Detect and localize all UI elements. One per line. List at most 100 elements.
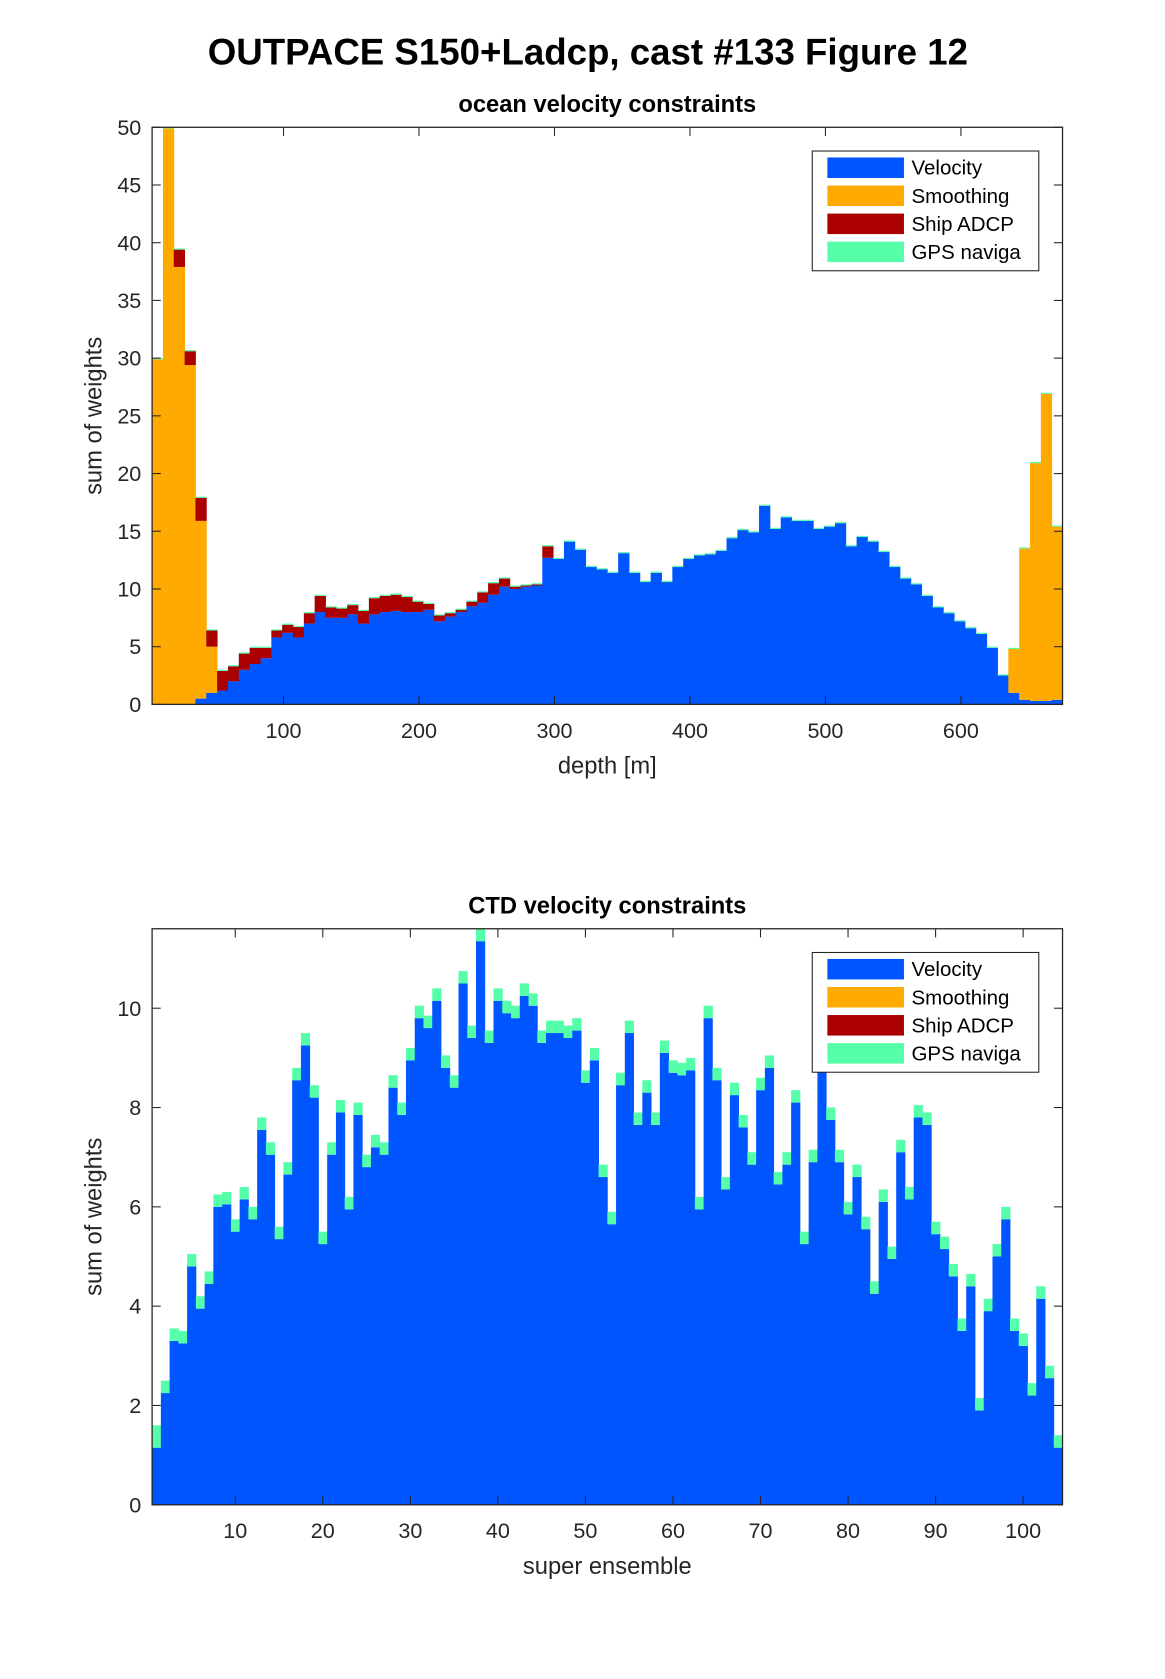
bar-segment — [213, 1206, 223, 1505]
bar-segment — [1045, 1378, 1055, 1505]
bar-segment — [1051, 525, 1063, 527]
bar-segment — [769, 528, 782, 705]
bar-segment — [169, 1328, 179, 1341]
bar-segment — [729, 1082, 740, 1096]
bar-segment — [726, 537, 738, 539]
bar-segment — [274, 1239, 284, 1505]
bar-segment — [869, 1281, 880, 1294]
y-tick-label: 10 — [117, 577, 141, 602]
bar-segment — [1053, 1447, 1063, 1505]
bar-segment — [282, 623, 294, 625]
bar-segment — [184, 350, 196, 352]
bar-segment — [939, 1249, 950, 1505]
bar-segment — [347, 614, 359, 705]
bar-segment — [834, 1162, 845, 1505]
bar-segment — [327, 1142, 337, 1155]
bar-segment — [1045, 1365, 1055, 1379]
bar-segment — [624, 1020, 635, 1034]
bar-segment — [756, 1077, 766, 1091]
bar-segment — [677, 1062, 687, 1076]
bar-segment — [509, 586, 522, 589]
bar-segment — [780, 516, 792, 518]
bar-segment — [826, 1119, 836, 1505]
bar-segment — [856, 535, 868, 538]
x-tick-label: 70 — [749, 1518, 773, 1543]
bar-segment — [405, 1047, 416, 1061]
bar-segment — [379, 612, 391, 705]
bar-segment — [802, 519, 814, 521]
bar-segment — [826, 1107, 836, 1120]
bar-segment — [686, 1070, 696, 1505]
bar-segment — [694, 1209, 705, 1505]
bar-segment — [542, 546, 554, 558]
bar-segment — [227, 666, 240, 682]
bar-segment — [388, 1087, 398, 1505]
bar-segment — [661, 582, 673, 705]
bar-segment — [519, 983, 529, 996]
bar-segment — [1040, 393, 1053, 701]
bar-segment — [283, 1162, 293, 1175]
bar-segment — [449, 1075, 459, 1088]
bar-segment — [303, 612, 316, 614]
bar-segment — [856, 537, 868, 705]
bar-segment — [773, 1184, 783, 1505]
bar-segment — [715, 550, 727, 705]
bar-segment — [325, 607, 337, 618]
bar-segment — [598, 1164, 608, 1178]
bar-segment — [388, 1075, 398, 1088]
bar-segment — [683, 558, 695, 705]
bar-segment — [585, 565, 597, 568]
bar-segment — [738, 1114, 748, 1128]
bar-segment — [997, 675, 1009, 705]
y-tick-label: 4 — [129, 1294, 141, 1319]
bar-segment — [729, 1095, 740, 1505]
bar-segment — [852, 1177, 862, 1505]
legend-label: Smoothing — [912, 185, 1010, 208]
bar-segment — [542, 545, 554, 547]
bar-segment — [520, 584, 532, 586]
bar-segment — [467, 1038, 477, 1505]
x-tick-label: 400 — [672, 718, 708, 743]
bar-segment — [204, 1271, 214, 1284]
y-tick-label: 50 — [117, 115, 141, 140]
bar-segment — [957, 1318, 967, 1331]
bar-segment — [887, 1246, 897, 1259]
bar-segment — [230, 1231, 241, 1505]
bar-segment — [563, 541, 576, 705]
bar-segment — [300, 1045, 311, 1505]
bar-segment — [195, 497, 207, 521]
bar-segment — [423, 602, 435, 604]
bar-segment — [932, 607, 944, 705]
x-tick-label: 50 — [573, 1518, 597, 1543]
bar-segment — [554, 1033, 564, 1505]
bar-segment — [217, 670, 229, 691]
bar-segment — [414, 1005, 424, 1019]
bar-segment — [531, 583, 543, 585]
bar-segment — [1008, 647, 1020, 649]
bar-segment — [466, 606, 478, 705]
bar-segment — [217, 669, 229, 671]
bar-segment — [668, 1060, 678, 1073]
bar-segment — [309, 1085, 319, 1098]
bar-segment — [271, 630, 283, 638]
bar-segment — [335, 1100, 346, 1113]
bar-segment — [992, 1244, 1002, 1257]
bar-segment — [867, 541, 879, 705]
bar-segment — [292, 627, 305, 638]
bar-segment — [498, 577, 511, 579]
bar-segment — [433, 615, 446, 622]
bar-segment — [206, 630, 218, 647]
bar-segment — [368, 597, 381, 599]
bar-segment — [493, 988, 503, 1001]
bar-segment — [642, 1092, 652, 1505]
bar-segment — [455, 609, 467, 613]
y-tick-label: 15 — [117, 519, 141, 544]
bar-segment — [379, 594, 391, 596]
y-tick-label: 2 — [129, 1393, 141, 1418]
bar-segment — [974, 1398, 985, 1411]
bar-segment — [173, 248, 186, 250]
bar-segment — [948, 1263, 958, 1277]
bar-segment — [358, 609, 370, 611]
bar-segment — [852, 1164, 862, 1178]
